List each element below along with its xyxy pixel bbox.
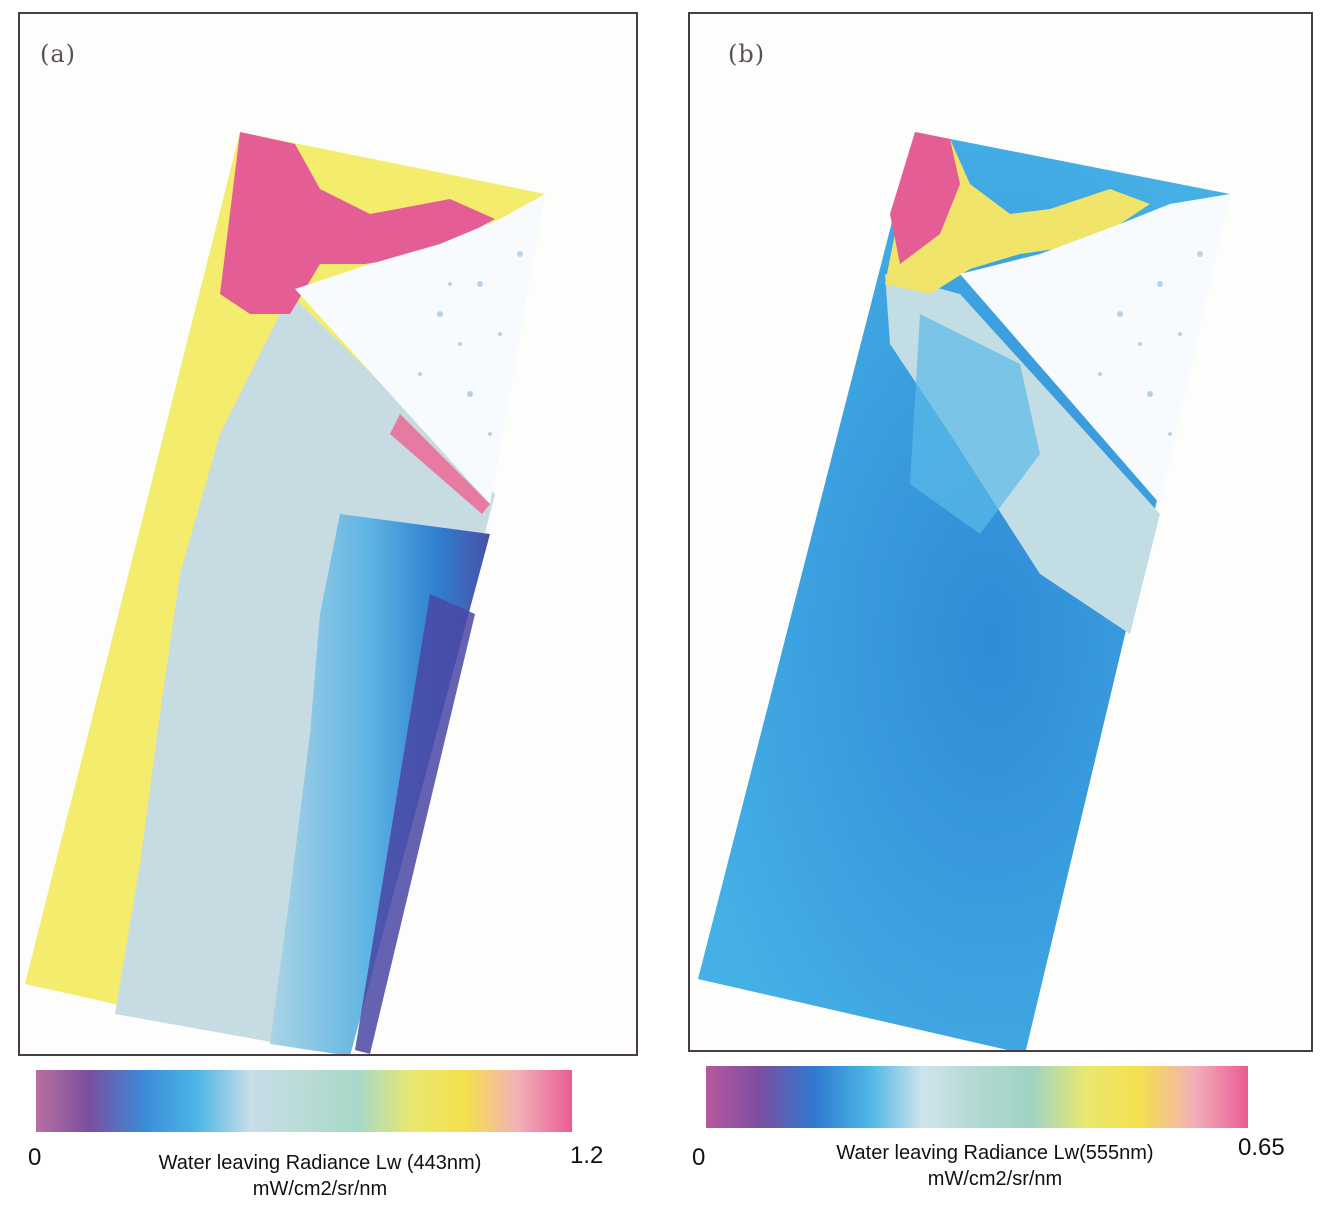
colorbar-title-b: Water leaving Radiance Lw(555nm) mW/cm2/… xyxy=(770,1140,1220,1192)
map-frame-b: (b) xyxy=(688,12,1313,1052)
colorbar-title-a: Water leaving Radiance Lw (443nm) mW/cm2… xyxy=(100,1150,540,1202)
blue-shadow-b xyxy=(910,314,1040,534)
panel-label-a: (a) xyxy=(40,40,77,68)
magenta-top-a xyxy=(220,132,495,314)
colorbar-units-b: mW/cm2/sr/nm xyxy=(927,1168,1063,1190)
colorbar-b xyxy=(706,1066,1248,1128)
purple-strip-a xyxy=(355,594,475,1054)
colorbar-label-a: Water leaving Radiance Lw (443nm) xyxy=(158,1152,482,1174)
land-speckle-a xyxy=(418,251,523,436)
radiance-map-555nm xyxy=(698,132,1230,1050)
colorbar-units-a: mW/cm2/sr/nm xyxy=(252,1178,388,1200)
colorbar-a xyxy=(36,1070,572,1132)
land-speckle-b xyxy=(1098,251,1203,436)
colorbar-min-b: 0 xyxy=(692,1144,706,1171)
magenta-core-b xyxy=(890,132,960,264)
land-b xyxy=(960,194,1230,504)
colorbar-min-a: 0 xyxy=(28,1144,42,1171)
colorbar-label-b: Water leaving Radiance Lw(555nm) xyxy=(836,1142,1154,1164)
land-a xyxy=(295,194,545,504)
colorbar-max-a: 1.2 xyxy=(570,1142,604,1169)
panel-label-b: (b) xyxy=(728,40,766,68)
map-frame-a: (a) xyxy=(18,12,638,1056)
radiance-map-443nm xyxy=(25,132,545,1054)
colorbar-max-b: 0.65 xyxy=(1238,1134,1285,1161)
mid-zone-a xyxy=(115,294,495,1054)
coastal-strip-a xyxy=(390,414,490,514)
